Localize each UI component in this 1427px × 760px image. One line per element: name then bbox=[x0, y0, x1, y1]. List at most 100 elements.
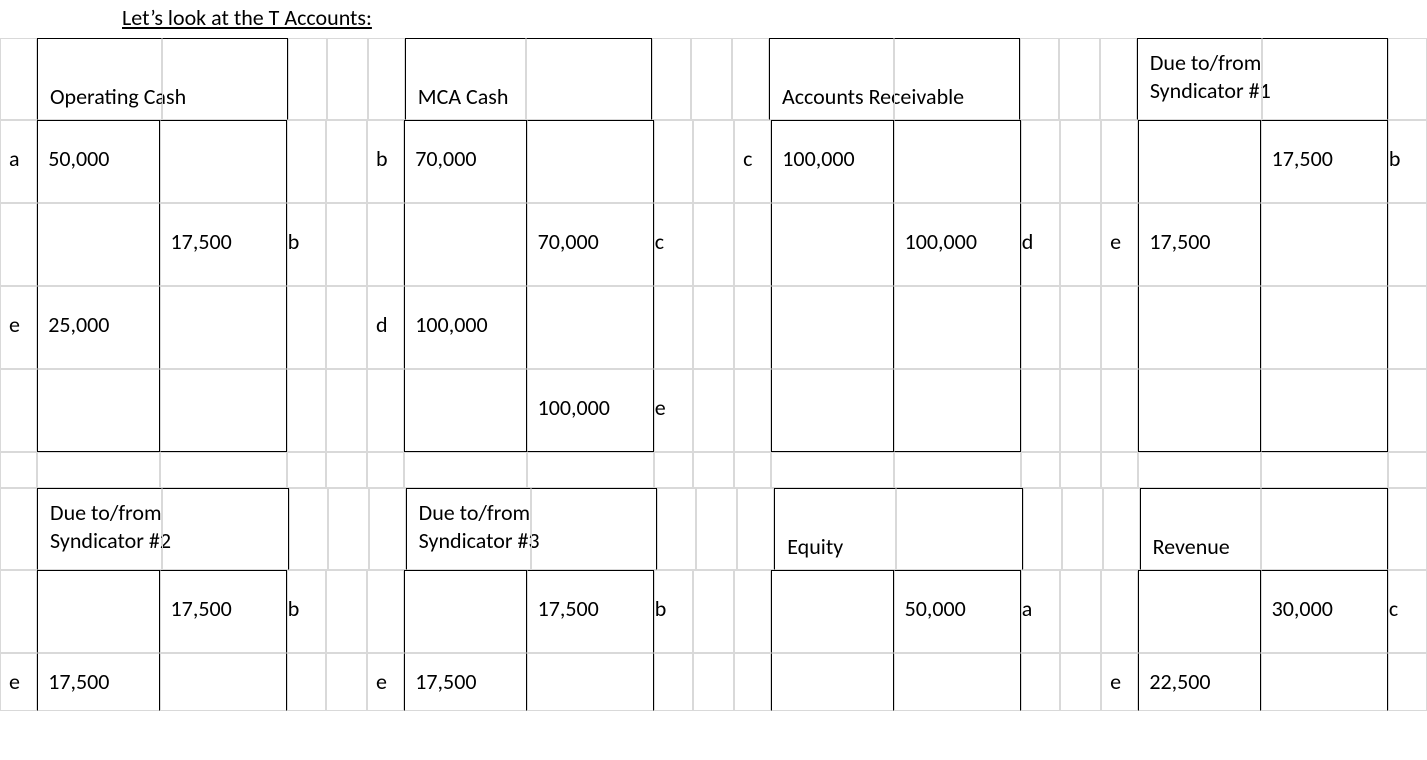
credit-value bbox=[161, 287, 286, 311]
debit-value bbox=[772, 571, 892, 595]
entry-ref bbox=[655, 121, 692, 145]
credit-value bbox=[895, 654, 1020, 668]
credit-value bbox=[528, 654, 653, 668]
credit-value: 100,000 bbox=[528, 370, 653, 421]
entry-ref bbox=[1022, 287, 1059, 311]
account-name: Operating Cash bbox=[38, 39, 161, 110]
debit-value: 22,500 bbox=[1139, 654, 1259, 695]
account-name: MCA Cash bbox=[406, 39, 525, 110]
debit-value: 17,500 bbox=[38, 654, 158, 695]
credit-value bbox=[1262, 654, 1387, 668]
debit-value bbox=[772, 204, 892, 228]
entry-ref bbox=[1389, 370, 1426, 394]
entry-ref bbox=[368, 571, 403, 595]
data-row: 17,500 b 17,500 b 50,000 a 30,000 c bbox=[0, 570, 1427, 653]
debit-value: 100,000 bbox=[772, 121, 892, 172]
entry-ref: c bbox=[1389, 571, 1426, 622]
entry-ref bbox=[655, 287, 692, 311]
credit-value bbox=[161, 654, 286, 668]
data-row: 100,000 e bbox=[0, 369, 1427, 452]
entry-ref bbox=[1022, 654, 1059, 668]
entry-ref bbox=[1, 204, 36, 228]
entry-ref bbox=[735, 287, 770, 311]
credit-value: 17,500 bbox=[161, 571, 286, 622]
entry-ref: e bbox=[1102, 654, 1137, 695]
entry-ref: e bbox=[368, 654, 403, 695]
debit-value bbox=[405, 204, 525, 228]
page-title: Let’s look at the T Accounts: bbox=[122, 4, 372, 31]
data-row: e 17,500 e 17,500 e 22,500 bbox=[0, 653, 1427, 711]
entry-ref: e bbox=[1, 287, 36, 338]
debit-value bbox=[38, 571, 158, 595]
credit-value bbox=[895, 287, 1020, 311]
header-row-bottom: Due to/fromSyndicator #2 Due to/fromSynd… bbox=[0, 488, 1427, 570]
entry-ref bbox=[1102, 287, 1137, 311]
entry-ref bbox=[368, 370, 403, 394]
debit-value bbox=[772, 370, 892, 394]
debit-value: 50,000 bbox=[38, 121, 158, 172]
credit-value bbox=[528, 121, 653, 145]
entry-ref: b bbox=[288, 571, 325, 622]
entry-ref bbox=[735, 654, 770, 668]
entry-ref bbox=[1022, 370, 1059, 394]
entry-ref bbox=[735, 571, 770, 595]
entry-ref bbox=[288, 654, 325, 668]
account-name: Accounts Receivable bbox=[770, 39, 893, 110]
entry-ref bbox=[1, 370, 36, 394]
account-name: Due to/fromSyndicator #2 bbox=[38, 489, 161, 554]
account-name: Equity bbox=[775, 489, 895, 560]
debit-value bbox=[1139, 287, 1259, 311]
entry-ref bbox=[288, 370, 325, 394]
entry-ref: d bbox=[1022, 204, 1059, 255]
credit-value: 50,000 bbox=[895, 571, 1020, 622]
data-row: 17,500 b 70,000 c 100,000 d e 17,500 bbox=[0, 203, 1427, 286]
entry-ref bbox=[735, 204, 770, 228]
debit-value bbox=[405, 370, 525, 394]
entry-ref bbox=[1389, 204, 1426, 228]
entry-ref bbox=[288, 121, 325, 145]
debit-value bbox=[38, 204, 158, 228]
entry-ref bbox=[1022, 121, 1059, 145]
entry-ref bbox=[288, 287, 325, 311]
account-name: Revenue bbox=[1141, 489, 1261, 560]
debit-value: 100,000 bbox=[405, 287, 525, 338]
credit-value bbox=[895, 121, 1020, 145]
entry-ref bbox=[1389, 654, 1426, 668]
credit-value: 17,500 bbox=[161, 204, 286, 255]
credit-value bbox=[1262, 204, 1387, 228]
header-row-top: Operating Cash MCA Cash Accounts Receiva… bbox=[0, 38, 1427, 120]
page: Let’s look at the T Accounts: Operating … bbox=[0, 0, 1427, 760]
credit-value bbox=[161, 370, 286, 394]
entry-ref: b bbox=[1389, 121, 1426, 172]
entry-ref bbox=[1102, 571, 1137, 595]
debit-value bbox=[772, 654, 892, 668]
entry-ref: c bbox=[655, 204, 692, 255]
debit-value bbox=[1139, 121, 1259, 145]
entry-ref: c bbox=[735, 121, 770, 172]
entry-ref bbox=[1102, 370, 1137, 394]
credit-value bbox=[895, 370, 1020, 394]
data-row: a 50,000 b 70,000 c 100,000 17,500 b bbox=[0, 120, 1427, 203]
credit-value: 30,000 bbox=[1262, 571, 1387, 622]
entry-ref: b bbox=[288, 204, 325, 255]
credit-value: 17,500 bbox=[528, 571, 653, 622]
entry-ref: b bbox=[368, 121, 403, 172]
entry-ref bbox=[368, 204, 403, 228]
entry-ref: e bbox=[655, 370, 692, 421]
credit-value bbox=[528, 287, 653, 311]
credit-value bbox=[1262, 370, 1387, 394]
entry-ref bbox=[1102, 121, 1137, 145]
entry-ref: a bbox=[1022, 571, 1059, 622]
entry-ref bbox=[735, 370, 770, 394]
debit-value: 17,500 bbox=[1139, 204, 1259, 255]
credit-value bbox=[161, 121, 286, 145]
entry-ref: e bbox=[1102, 204, 1137, 255]
credit-value bbox=[1262, 287, 1387, 311]
credit-value: 100,000 bbox=[895, 204, 1020, 255]
credit-value: 70,000 bbox=[528, 204, 653, 255]
data-row: e 25,000 d 100,000 bbox=[0, 286, 1427, 369]
debit-value: 25,000 bbox=[38, 287, 158, 338]
entry-ref bbox=[1, 571, 36, 595]
spacer-row bbox=[0, 452, 1427, 488]
account-name: Due to/fromSyndicator #1 bbox=[1138, 39, 1261, 104]
